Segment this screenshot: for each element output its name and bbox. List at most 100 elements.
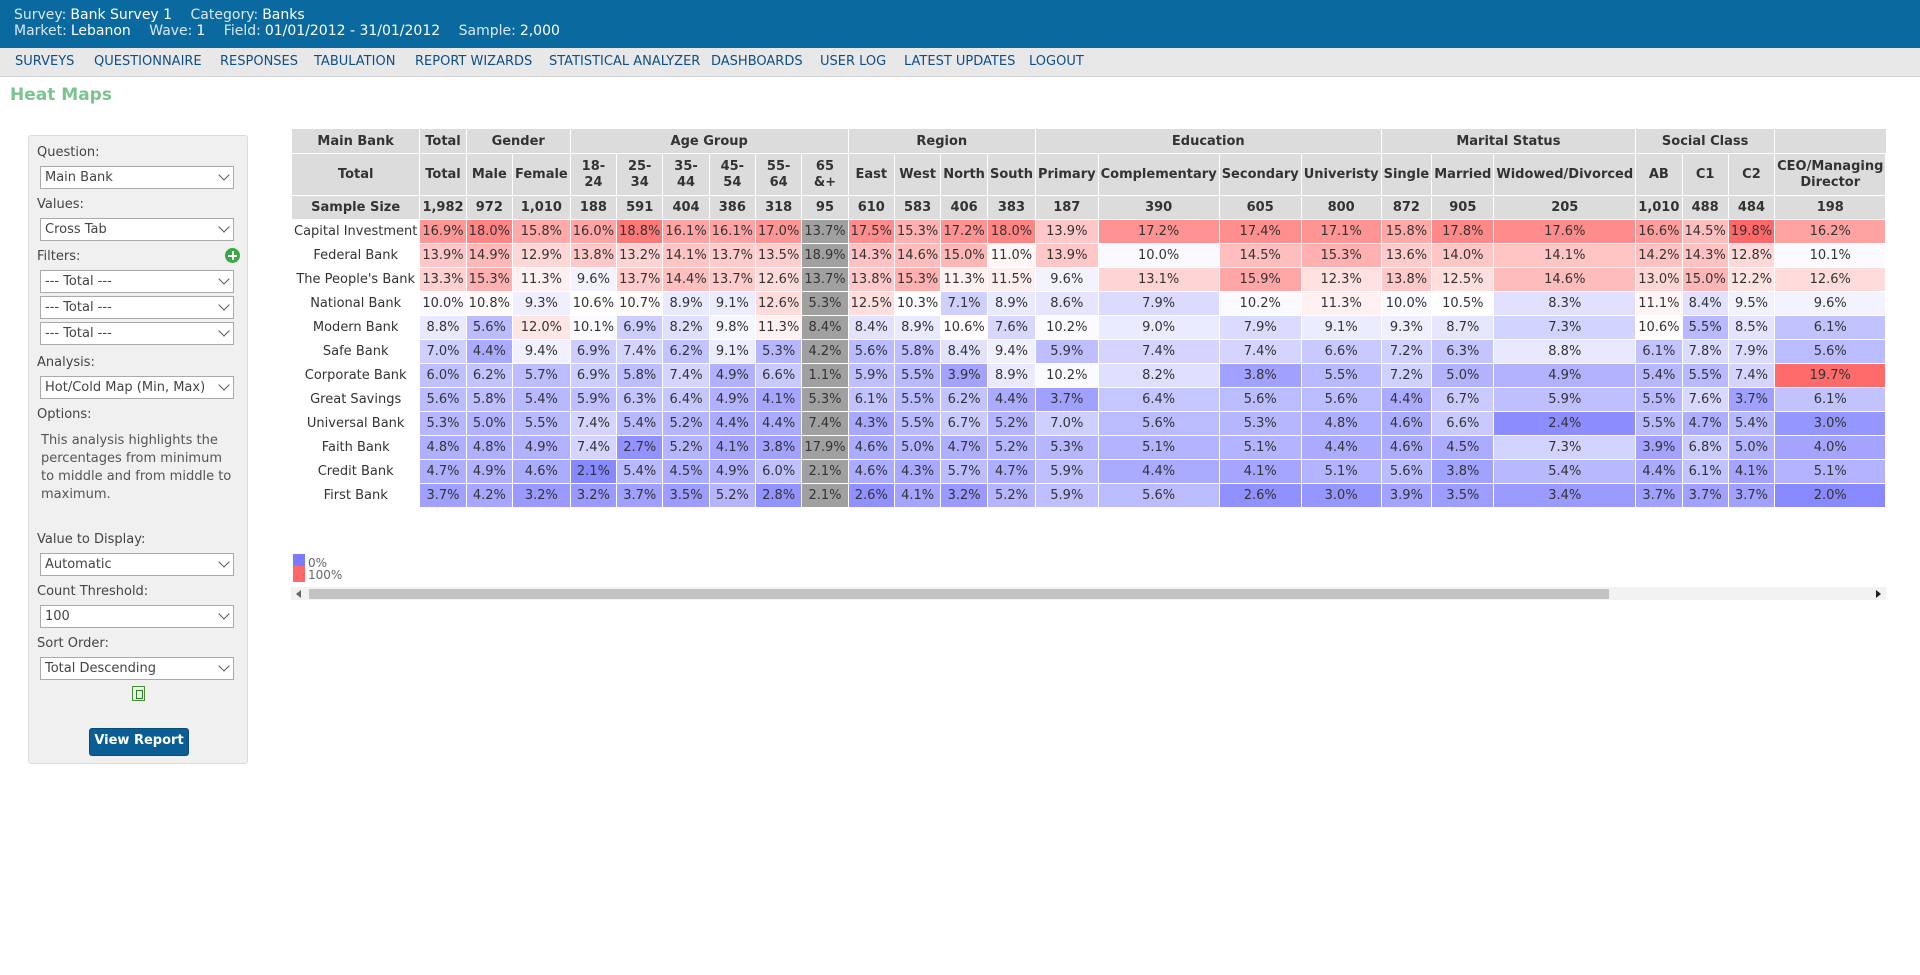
heatmap-cell: 10.6% [1635,315,1683,340]
heatmap-cell: 5.6% [1380,459,1433,484]
heatmap-cell: 9.1% [1300,315,1382,340]
count-threshold-select[interactable]: 100 [40,605,234,628]
heatmap-cell: 7.0% [1034,411,1099,436]
sample-label: Sample: [458,23,516,39]
row-total-label: Total [291,153,421,196]
sample-size-label: Sample Size [291,195,421,220]
values-select[interactable]: Cross Tab [40,218,234,241]
heatmap-cell: 3.5% [1431,483,1495,508]
sample-value: 2,000 [519,23,560,39]
nav-dashboards[interactable]: DASHBOARDS [711,54,803,69]
heatmap-cell: 3.7% [419,483,467,508]
heatmap-cell: 6.0% [754,459,803,484]
heatmap-cell: 3.9% [940,363,988,388]
scroll-left-arrow-icon[interactable] [296,590,301,598]
heatmap-cell: 4.3% [847,411,895,436]
heatmap-cell: 4.0% [1774,435,1886,460]
nav-report-wizards[interactable]: REPORT WIZARDS [415,54,533,69]
heatmap-cell: 12.9% [511,243,571,268]
heatmap-cell: 5.9% [1034,459,1099,484]
heatmap-cell: 10.8% [465,291,513,316]
sample-size-cell: 610 [847,195,895,220]
table-horizontal-scrollbar[interactable] [291,587,1886,600]
table-row: Universal Bank 5.3% 5.0% 5.5% 7.4% 5.4% 5.2% 4.… [291,411,1886,436]
excel-export-icon[interactable] [132,686,145,701]
heatmap-cell: 7.1% [940,291,988,316]
heatmap-cell: 8.6% [1034,291,1099,316]
heatmap-cell: 5.3% [801,291,849,316]
nav-surveys[interactable]: SURVEYS [15,54,75,69]
heatmap-cell: 10.6% [569,291,618,316]
scroll-right-arrow-icon[interactable] [1876,590,1881,598]
heatmap-cell: 3.8% [1218,363,1302,388]
heatmap-cell: 8.4% [940,339,988,364]
heatmap-cell: 4.1% [754,387,803,412]
heatmap-cell: 10.0% [1097,243,1220,268]
heatmap-cell: 10.1% [1774,243,1886,268]
heatmap-cell: 18.0% [986,219,1036,244]
analysis-select[interactable]: Hot/Cold Map (Min, Max) [40,376,234,399]
heatmap-cell: 9.1% [708,291,757,316]
nav-user-log[interactable]: USER LOG [820,54,887,69]
sample-size-cell: 1,010 [511,195,571,220]
add-filter-icon[interactable] [225,248,240,263]
heatmap-cell: 9.6% [1034,267,1099,292]
heatmap-cell: 13.9% [419,243,467,268]
nav-statistical-analyzer[interactable]: STATISTICAL ANALYZER [549,54,701,69]
heatmap-cell: 15.9% [1218,267,1302,292]
nav-logout[interactable]: LOGOUT [1029,54,1084,69]
chevron-down-icon [218,556,230,568]
heatmap-cell: 4.4% [465,339,513,364]
question-select[interactable]: Main Bank [40,166,234,189]
heatmap-cell: 6.1% [1774,387,1886,412]
filter-select-2[interactable]: --- Total --- [40,296,234,319]
sample-size-cell: 972 [465,195,513,220]
column-header: CEO/Managing Director [1774,153,1886,196]
heatmap-cell: 4.9% [511,435,571,460]
heatmap-cell: 4.7% [1681,411,1729,436]
scrollbar-thumb[interactable] [309,589,1609,599]
heatmap-cell: 11.3% [511,267,571,292]
values-label: Values: [37,197,84,212]
heatmap-cell: 6.9% [569,363,618,388]
category-label: Category: [190,7,259,23]
heatmap-cell: 12.2% [1727,267,1776,292]
filter-select-3[interactable]: --- Total --- [40,322,234,345]
column-header: 35-44 [662,153,710,196]
heatmap-cell: 12.3% [1300,267,1382,292]
page-title: Heat Maps [10,85,112,105]
sample-size-cell: 591 [616,195,664,220]
heatmap-cell: 9.3% [511,291,571,316]
count-threshold-value: 100 [45,609,70,624]
heatmap-cell: 6.2% [662,339,710,364]
heatmap-cell: 3.9% [1380,483,1433,508]
heatmap-cell: 8.5% [1727,315,1776,340]
heatmap-cell: 10.6% [940,315,988,340]
heatmap-cell: 3.8% [754,435,803,460]
heatmap-cell: 13.2% [616,243,664,268]
nav-tabulation[interactable]: TABULATION [314,54,396,69]
nav-responses[interactable]: RESPONSES [220,54,299,69]
heatmap-cell: 6.1% [1635,339,1683,364]
nav-questionnaire[interactable]: QUESTIONNAIRE [94,54,202,69]
heatmap-cell: 6.3% [616,387,664,412]
sample-size-cell: 187 [1034,195,1099,220]
sample-size-cell: 488 [1681,195,1729,220]
column-header: Female [511,153,571,196]
nav-latest-updates[interactable]: LATEST UPDATES [904,54,1016,69]
row-label: Corporate Bank [291,363,421,388]
heatmap-cell: 8.2% [1097,363,1220,388]
heatmap-cell: 2.1% [801,459,849,484]
group-header: Marital Status [1380,128,1637,154]
heatmap-cell: 14.6% [1493,267,1637,292]
filter-select-1[interactable]: --- Total --- [40,270,234,293]
sort-order-select[interactable]: Total Descending [40,657,234,680]
heatmap-cell: 16.1% [662,219,710,244]
view-report-button[interactable]: View Report [89,728,189,756]
heatmap-cell: 3.7% [1635,483,1683,508]
value-to-display-select[interactable]: Automatic [40,553,234,576]
corner-label: Main Bank [291,128,421,154]
sample-size-cell: 198 [1774,195,1886,220]
heatmap-cell: 8.7% [1431,315,1495,340]
count-threshold-label: Count Threshold: [37,584,149,599]
